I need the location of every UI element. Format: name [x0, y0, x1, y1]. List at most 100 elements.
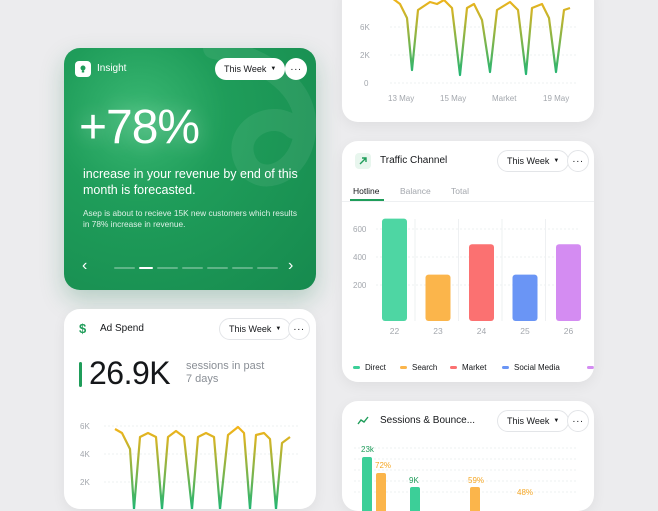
legend-item[interactable]: Social Media	[502, 363, 560, 372]
week-dropdown[interactable]: This Week ▼	[219, 318, 292, 340]
lightbulb-icon	[75, 61, 91, 77]
traffic-channel-card: Traffic Channel This Week ▼ ··· Hotline …	[342, 141, 594, 382]
chevron-down-icon: ▼	[275, 326, 282, 332]
traffic-bar[interactable]	[512, 274, 538, 321]
x-tick: 25	[520, 326, 530, 336]
pager-dot[interactable]	[182, 267, 203, 269]
dollar-icon: $	[79, 321, 87, 336]
active-tab-indicator	[350, 199, 384, 201]
tab-divider	[342, 201, 594, 202]
legend-item[interactable]: Search	[400, 363, 437, 372]
traffic-bar[interactable]	[556, 244, 581, 321]
x-tick: 13 May	[388, 94, 415, 103]
ad-spend-card: $ Ad Spend This Week ▼ ··· 26.9K session…	[64, 309, 316, 509]
ad-spend-line-chart	[104, 425, 300, 509]
x-tick: Market	[492, 94, 517, 103]
chevron-down-icon: ▼	[553, 418, 560, 424]
insight-headline: increase in your revenue by end of this …	[83, 167, 298, 197]
tab-hotline[interactable]: Hotline	[353, 186, 380, 196]
y-tick: 4K	[80, 450, 90, 459]
bar-label: 59%	[468, 476, 485, 485]
traffic-bar[interactable]	[469, 244, 494, 321]
session-bar	[410, 487, 420, 511]
ad-spend-value: 26.9K	[89, 355, 171, 391]
legend-label: Search	[412, 363, 438, 372]
legend-swatch	[502, 366, 509, 369]
pager-dot[interactable]	[157, 267, 178, 269]
y-tick: 6K	[360, 23, 370, 32]
legend-swatch	[587, 366, 594, 369]
bounce-bar	[376, 473, 386, 511]
sessions-bounce-card: Sessions & Bounce... This Week ▼ ··· 23k…	[342, 401, 594, 511]
more-options-button[interactable]: ···	[567, 150, 589, 172]
pager-dot[interactable]	[139, 267, 153, 269]
card-title: Insight	[97, 63, 127, 74]
x-tick: 26	[564, 326, 574, 336]
top-line-chart	[390, 0, 578, 84]
pager-dot[interactable]	[257, 267, 278, 269]
week-dropdown[interactable]: This Week ▼	[497, 410, 570, 432]
bar-label: 23k	[361, 445, 374, 454]
tab-balance[interactable]: Balance	[400, 186, 431, 196]
legend-swatch	[450, 366, 457, 369]
line-chart-icon	[355, 413, 371, 429]
legend-label: Social Media	[514, 363, 560, 372]
more-options-button[interactable]: ···	[285, 58, 307, 80]
traffic-bar[interactable]	[425, 274, 451, 321]
week-dropdown-label: This Week	[507, 416, 550, 426]
y-tick: 0	[364, 79, 369, 88]
week-dropdown-label: This Week	[229, 324, 272, 334]
pager-dot[interactable]	[114, 267, 135, 269]
session-bar	[362, 457, 372, 511]
prev-arrow-icon[interactable]: ‹	[82, 257, 88, 274]
y-tick: 2K	[360, 51, 370, 60]
ad-spend-line-series	[114, 425, 291, 509]
more-options-button[interactable]: ···	[567, 410, 589, 432]
pager-dot[interactable]	[232, 267, 253, 269]
week-dropdown-label: This Week	[224, 64, 267, 74]
ad-spend-caption: sessions in past 7 days	[186, 360, 265, 385]
week-dropdown-label: This Week	[507, 156, 550, 166]
accent-bar	[79, 362, 82, 387]
legend-item[interactable]: C	[587, 363, 594, 372]
y-tick: 600	[353, 225, 367, 234]
big-percent: +78%	[79, 101, 200, 154]
pager	[114, 267, 278, 269]
legend-label: Direct	[365, 363, 386, 372]
legend-swatch	[353, 366, 360, 369]
week-dropdown[interactable]: This Week ▼	[215, 58, 286, 80]
bounce-bar	[470, 487, 480, 511]
legend-item[interactable]: Market	[450, 363, 486, 372]
chevron-down-icon: ▼	[553, 158, 560, 164]
next-arrow-icon[interactable]: ›	[288, 257, 294, 274]
legend-item[interactable]: Direct	[353, 363, 386, 372]
bar-label: 48%	[517, 488, 534, 497]
x-tick: 22	[390, 326, 400, 336]
y-tick: 200	[353, 281, 367, 290]
card-title: Traffic Channel	[380, 155, 448, 166]
sessions-grid	[354, 447, 578, 511]
x-tick: 23	[433, 326, 443, 336]
y-tick: 2K	[80, 478, 90, 487]
tab-total[interactable]: Total	[451, 186, 469, 196]
chevron-down-icon: ▼	[270, 66, 277, 72]
legend: Direct Search Market Social Media C	[342, 363, 594, 377]
insight-detail: Asep is about to recieve 15K new custome…	[83, 208, 297, 229]
trending-up-icon	[355, 153, 371, 169]
insight-card: Insight This Week ▼ ··· +78% increase in…	[64, 48, 316, 290]
traffic-bar[interactable]	[382, 218, 407, 321]
more-options-button[interactable]: ···	[288, 318, 310, 340]
bar-label: 9K	[409, 476, 419, 485]
top-line-series	[392, 0, 571, 77]
y-tick: 400	[353, 253, 367, 262]
x-tick: 24	[477, 326, 487, 336]
x-tick: 19 May	[543, 94, 570, 103]
card-title: Ad Spend	[100, 323, 144, 334]
legend-label: Market	[462, 363, 487, 372]
legend-swatch	[400, 366, 407, 369]
card-title: Sessions & Bounce...	[380, 415, 476, 426]
pager-dot[interactable]	[207, 267, 228, 269]
x-tick: 15 May	[440, 94, 467, 103]
y-tick: 6K	[80, 422, 90, 431]
top-chart-card: 6K 2K 0 13 May 15 May Market 19 May	[342, 0, 594, 122]
